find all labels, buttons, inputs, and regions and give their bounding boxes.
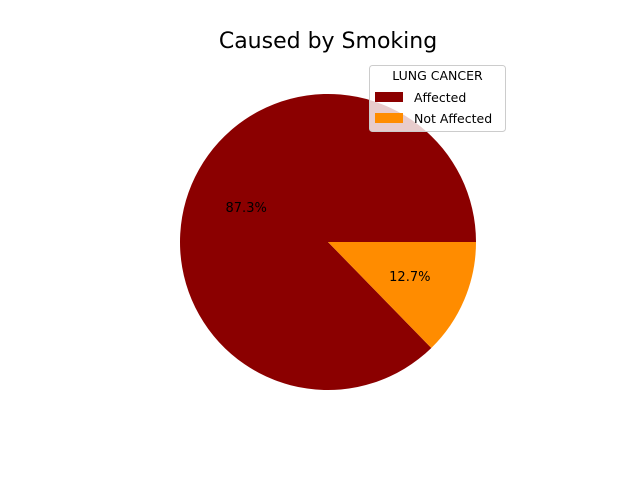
pie-percent-labels: 87.3% 12.7% (226, 201, 431, 285)
legend-label: Not Affected (414, 111, 492, 126)
pie-percent-label: 87.3% (226, 201, 267, 216)
chart-title: Caused by Smoking (219, 29, 437, 54)
legend-title: LUNG CANCER (392, 68, 483, 83)
legend-label: Affected (414, 90, 466, 105)
legend-swatch (375, 92, 403, 102)
legend: LUNG CANCER Affected Not Affected (369, 65, 506, 132)
legend-frame (369, 65, 506, 132)
pie-slice-not-affected (328, 242, 476, 348)
pie-percent-label: 12.7% (389, 270, 430, 285)
legend-swatch (375, 113, 403, 123)
pie-slice-affected (180, 93, 477, 390)
legend-items: Affected Not Affected (375, 90, 492, 126)
pie-slices (180, 93, 477, 390)
